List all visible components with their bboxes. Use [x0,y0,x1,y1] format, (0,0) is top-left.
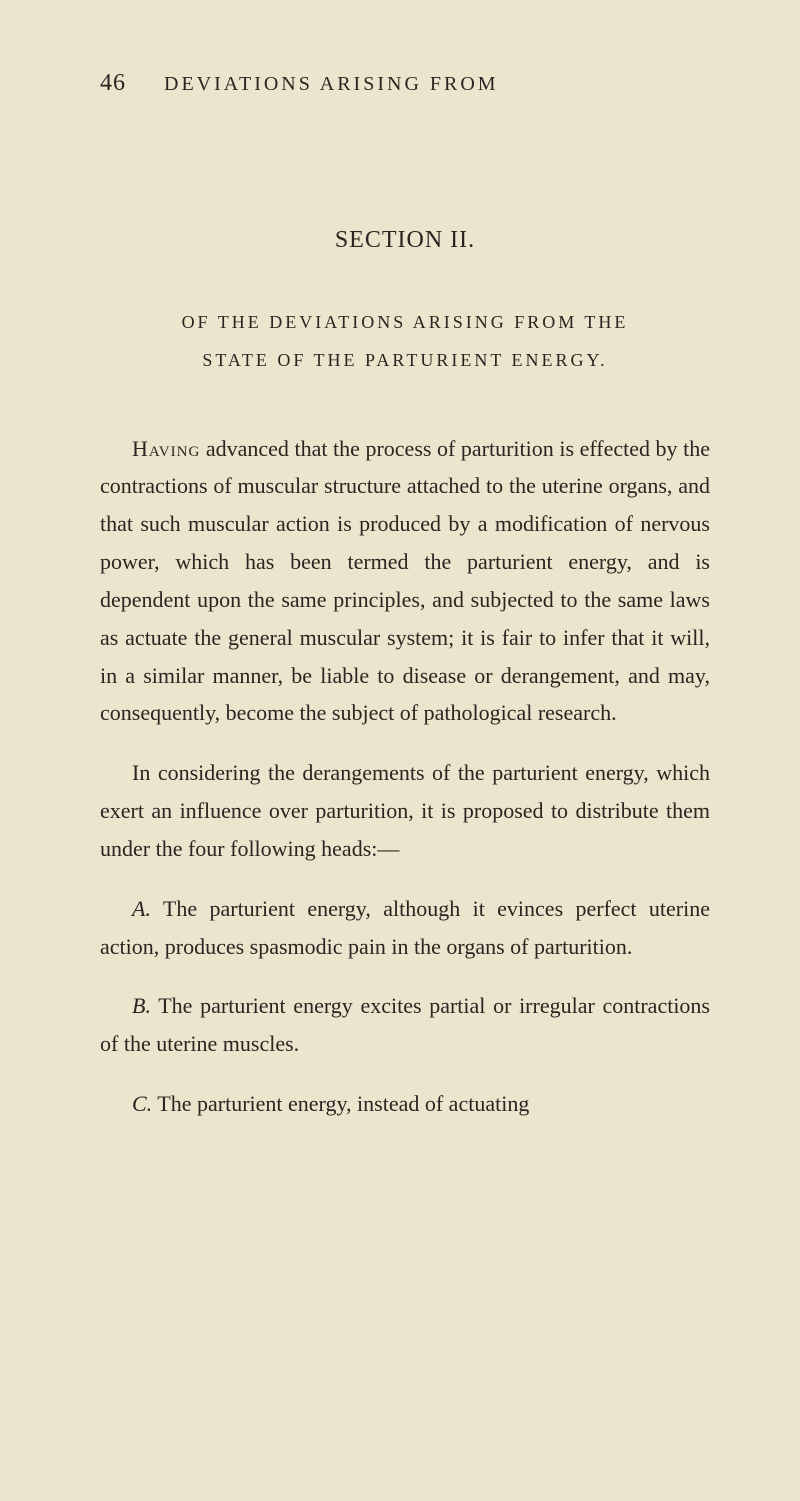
page-number: 46 [100,70,126,97]
item-c-letter: C. [132,1091,152,1116]
item-c-text: The parturient energy, instead of actuat… [152,1091,529,1116]
running-header: DEVIATIONS ARISING FROM [164,73,499,96]
item-b-letter: B. [132,993,151,1018]
item-c: C. The parturient energy, instead of act… [100,1085,710,1123]
item-a-text: The parturient energy, although it evinc… [100,896,710,959]
subtitle-line1: OF THE DEVIATIONS ARISING FROM THE [182,312,629,332]
para1-lead: Having [132,436,200,461]
para1-rest: advanced that the process of parturition… [100,436,710,726]
item-a: A. The parturient energy, although it ev… [100,890,710,966]
heads-block: A. The parturient energy, although it ev… [100,890,710,1123]
item-a-letter: A. [132,896,151,921]
paragraph-2: In considering the derangements of the p… [100,754,710,867]
page-container: 46 DEVIATIONS ARISING FROM SECTION II. O… [0,0,800,1501]
header-line: 46 DEVIATIONS ARISING FROM [100,70,710,97]
subtitle-line2: STATE OF THE PARTURIENT ENERGY. [202,350,607,370]
item-b-text: The parturient energy excites partial or… [100,993,710,1056]
paragraph-1: Having advanced that the process of part… [100,430,710,733]
item-b: B. The parturient energy excites partial… [100,987,710,1063]
subtitle: OF THE DEVIATIONS ARISING FROM THE STATE… [100,304,710,380]
section-title: SECTION II. [100,227,710,254]
